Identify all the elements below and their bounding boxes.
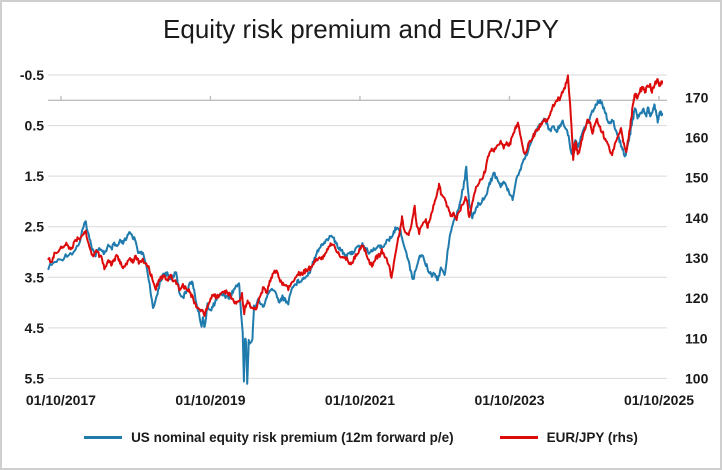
right-axis-tick-label: 120 (685, 290, 709, 306)
x-axis-tick-label: 01/10/2021 (325, 392, 395, 408)
left-axis-tick-label: 4.5 (25, 320, 45, 336)
series-line-eurjpy (47, 74, 664, 317)
right-axis-tick-label: 160 (685, 130, 709, 146)
right-axis-tick-label: 130 (685, 250, 709, 266)
right-axis-tick-label: 150 (685, 170, 709, 186)
left-axis-tick-label: -0.5 (20, 67, 44, 83)
left-axis-tick-label: 3.5 (25, 269, 45, 285)
right-axis-tick-label: 140 (685, 210, 709, 226)
right-axis-tick-label: 110 (685, 330, 708, 346)
x-axis-tick-label: 01/10/2023 (474, 392, 544, 408)
x-axis-tick-label: 01/10/2025 (624, 392, 694, 408)
legend: US nominal equity risk premium (12m forw… (2, 430, 720, 445)
legend-item-label: US nominal equity risk premium (12m forw… (131, 430, 454, 445)
legend-line-swatch (499, 436, 538, 439)
left-axis-tick-label: 1.5 (25, 168, 45, 184)
legend-line-swatch (84, 436, 123, 439)
chart-title: Equity risk premium and EUR/JPY (163, 14, 559, 44)
x-axis-tick-label: 01/10/2019 (175, 392, 245, 408)
right-axis-tick-label: 100 (685, 370, 709, 386)
series-line-equity-risk-premium (47, 99, 664, 385)
left-axis-tick-label: 5.5 (25, 370, 45, 386)
left-axis-tick-label: 2.5 (25, 219, 45, 235)
right-axis-tick-label: 170 (685, 89, 709, 105)
legend-item: EUR/JPY (rhs) (499, 430, 638, 445)
x-axis-tick-label: 01/10/2017 (26, 392, 96, 408)
legend-item-label: EUR/JPY (rhs) (546, 430, 638, 445)
legend-item: US nominal equity risk premium (12m forw… (84, 430, 454, 445)
left-axis-tick-label: 0.5 (25, 118, 45, 134)
